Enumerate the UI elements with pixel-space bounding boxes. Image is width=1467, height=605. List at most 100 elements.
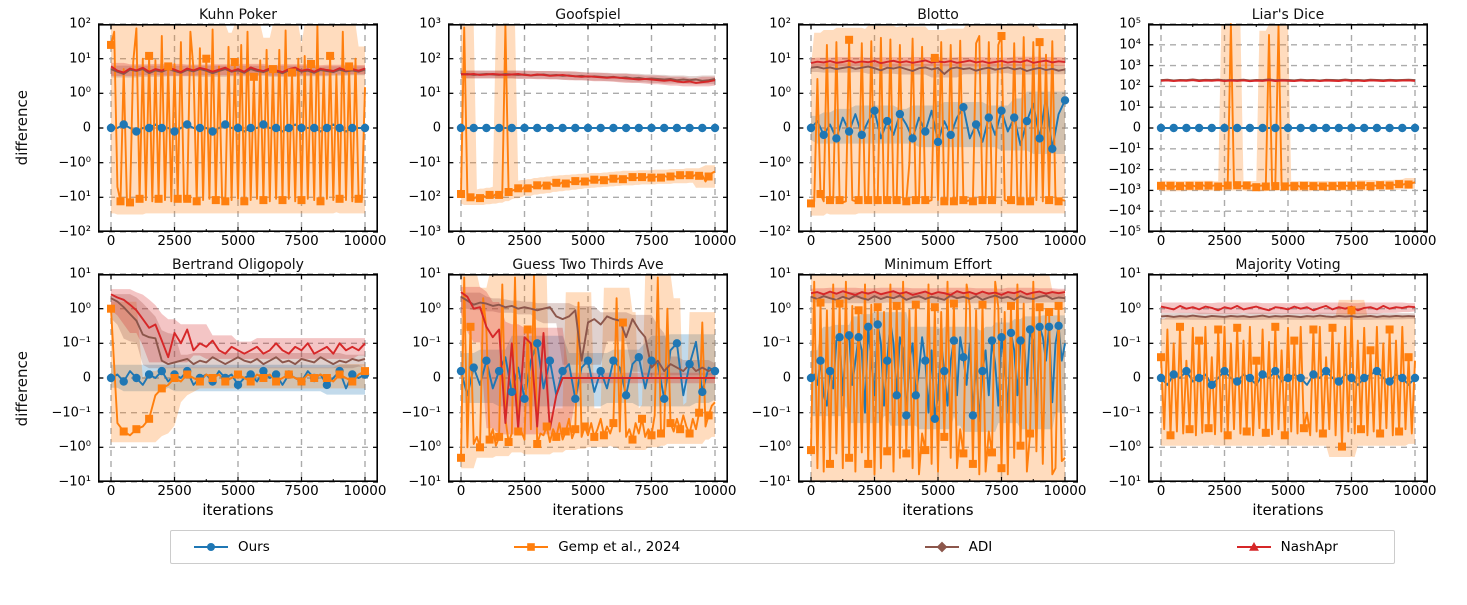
subplot-liars-dice: Liar's Dice 10⁵ 10⁴ 10³ 10² 10¹ 0 −10¹ −10² −10³… xyxy=(1084,6,1436,250)
y-tick-label: 0 xyxy=(782,120,791,136)
x-tick-label: 10000 xyxy=(1393,233,1437,249)
chart-svg xyxy=(98,23,378,233)
y-axis-title: difference xyxy=(10,256,34,522)
subplot-title: Blotto xyxy=(917,7,959,23)
subplot-goofspiel: Goofspiel 10³ 10² 10¹ 0 −10¹ −10² −10³ 0 2500 50… xyxy=(384,6,737,250)
y-tick-label: 10² xyxy=(419,51,441,67)
x-tick-label: 0 xyxy=(106,483,116,499)
chart-svg xyxy=(448,23,728,233)
plot-area xyxy=(98,23,378,233)
legend-marker-triangle-icon xyxy=(1236,540,1272,554)
subplot-title: Goofspiel xyxy=(555,7,621,23)
y-axis-ticks: 10¹ 10⁰ 10⁻¹ 0 −10⁻¹ −10⁰ −10¹ xyxy=(734,268,798,489)
y-tick-label: −10⁴ xyxy=(1108,203,1141,219)
chart-svg xyxy=(798,23,1078,233)
x-tick-label: 2500 xyxy=(857,483,892,499)
legend-marker-circle-icon xyxy=(193,540,229,554)
y-axis-ticks: 10² 10¹ 10⁰ 0 −10⁰ −10¹ −10² xyxy=(734,18,798,239)
x-tick-label: 10000 xyxy=(343,483,387,499)
y-tick-label: 10⁰ xyxy=(69,85,91,101)
y-tick-label: −10⁰ xyxy=(408,439,441,455)
x-tick-label: 7500 xyxy=(1334,233,1369,249)
x-tick-label: 5000 xyxy=(570,483,606,499)
legend-item-adi: ADI xyxy=(924,539,992,555)
y-tick-label: 10¹ xyxy=(419,266,441,282)
y-axis-title-text: difference xyxy=(13,90,31,166)
y-tick-label: 10¹ xyxy=(419,85,441,101)
legend-label: NashApr xyxy=(1280,539,1338,555)
y-tick-label: 10⁻¹ xyxy=(412,335,441,351)
chart-svg xyxy=(98,273,378,483)
plot-area xyxy=(798,273,1078,483)
y-tick-label: 10¹ xyxy=(769,266,791,282)
x-axis-ticks: 0 2500 5000 7500 10000 xyxy=(98,482,387,500)
y-tick-label: 10⁰ xyxy=(1119,301,1141,317)
x-tick-label: 10000 xyxy=(693,233,737,249)
y-tick-label: −10⁰ xyxy=(58,155,91,171)
x-tick-label: 10000 xyxy=(693,483,737,499)
x-axis-label: iterations xyxy=(202,501,274,519)
subplot-kuhn-poker: Kuhn Poker 10² 10¹ 10⁰ 0 −10⁰ −10¹ −10² 0 2500 5… xyxy=(34,6,386,250)
y-tick-label: −10¹ xyxy=(1108,474,1141,490)
y-tick-label: −10² xyxy=(408,189,441,205)
y-tick-label: 10⁵ xyxy=(1119,16,1141,32)
x-tick-label: 0 xyxy=(1156,483,1166,499)
x-tick-label: 0 xyxy=(456,233,466,249)
plot-area xyxy=(98,273,378,483)
legend-item-nashapr: NashApr xyxy=(1236,539,1338,555)
x-tick-label: 0 xyxy=(806,233,816,249)
y-tick-label: −10² xyxy=(1108,162,1141,178)
x-axis-ticks: 0 2500 5000 7500 10000 xyxy=(448,232,737,250)
y-tick-label: −10¹ xyxy=(1108,141,1141,157)
y-tick-label: 10⁰ xyxy=(419,301,441,317)
x-tick-label: 2500 xyxy=(1207,233,1242,249)
x-tick-label: 2500 xyxy=(1207,483,1242,499)
x-tick-label: 5000 xyxy=(920,483,956,499)
legend-item-ours: Ours xyxy=(193,539,270,555)
legend: Ours Gemp et al., 2024 ADI NashApr xyxy=(170,530,1395,564)
y-tick-label: 10² xyxy=(69,16,91,32)
y-axis-ticks: 10² 10¹ 10⁰ 0 −10⁰ −10¹ −10² xyxy=(34,18,98,239)
x-tick-label: 7500 xyxy=(984,483,1019,499)
y-tick-label: −10⁻¹ xyxy=(751,405,791,421)
x-tick-label: 5000 xyxy=(220,233,256,249)
subplot-blotto: Blotto 10² 10¹ 10⁰ 0 −10⁰ −10¹ −10² 0 2500 5000 7… xyxy=(734,6,1087,250)
x-tick-label: 7500 xyxy=(284,483,319,499)
plot-area xyxy=(448,273,728,483)
y-tick-label: −10⁻¹ xyxy=(51,405,91,421)
subplot-bertrand-oligopoly: Bertrand Oligopoly 10¹ 10⁰ 10⁻¹ 0 −10⁻¹ −10⁰ −… xyxy=(34,256,387,522)
y-tick-label: 10¹ xyxy=(69,266,91,282)
x-axis-ticks: 0 2500 5000 7500 10000 xyxy=(1148,482,1437,500)
x-axis-ticks: 0 2500 5000 7500 10000 xyxy=(798,232,1087,250)
y-tick-label: 10¹ xyxy=(1119,266,1141,282)
y-tick-label: 0 xyxy=(82,370,91,386)
x-tick-label: 0 xyxy=(456,483,466,499)
y-tick-label: −10¹ xyxy=(758,189,791,205)
y-tick-label: −10⁻¹ xyxy=(401,405,441,421)
subplot-title: Liar's Dice xyxy=(1251,7,1325,23)
y-tick-label: −10¹ xyxy=(408,474,441,490)
x-tick-label: 10000 xyxy=(1393,483,1437,499)
y-tick-label: 10³ xyxy=(419,16,441,32)
subplot-row-2: difference Bertrand Oligopoly 10¹ 10⁰ 10⁻¹… xyxy=(10,256,1467,522)
x-axis-ticks: 0 2500 5000 7500 10000 xyxy=(798,482,1087,500)
x-tick-label: 7500 xyxy=(1334,483,1369,499)
x-axis-label: iterations xyxy=(1252,501,1324,519)
y-axis-ticks: 10¹ 10⁰ 10⁻¹ 0 −10⁻¹ −10⁰ −10¹ xyxy=(1084,268,1148,489)
y-tick-label: 0 xyxy=(432,120,441,136)
legend-label: Gemp et al., 2024 xyxy=(558,539,681,555)
y-tick-label: 10⁰ xyxy=(69,301,91,317)
x-tick-label: 0 xyxy=(806,483,816,499)
x-tick-label: 5000 xyxy=(570,233,606,249)
y-axis-ticks: 10⁵ 10⁴ 10³ 10² 10¹ 0 −10¹ −10² −10³ −10⁴ −10⁵ xyxy=(1084,18,1148,239)
x-tick-label: 5000 xyxy=(1270,233,1306,249)
x-tick-label: 7500 xyxy=(984,233,1019,249)
subplot-row-1: difference Kuhn Poker 10² 10¹ 10⁰ 0 −10⁰ −10¹… xyxy=(10,6,1467,250)
y-tick-label: 0 xyxy=(1132,370,1141,386)
x-tick-label: 2500 xyxy=(507,233,542,249)
y-tick-label: −10¹ xyxy=(758,474,791,490)
y-tick-label: −10⁰ xyxy=(1108,439,1141,455)
x-tick-label: 7500 xyxy=(634,233,669,249)
y-tick-label: 10¹ xyxy=(769,51,791,67)
